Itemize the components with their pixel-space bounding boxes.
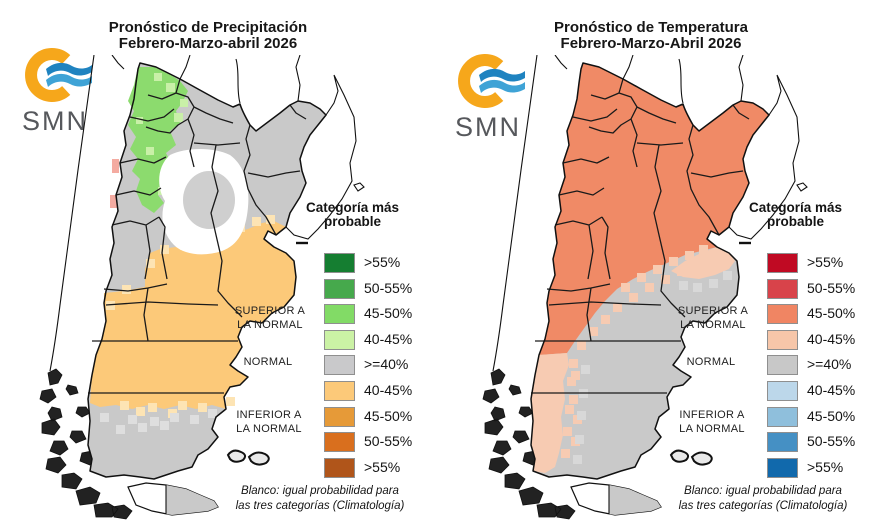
category-superior: SUPERIOR A LA NORMAL: [234, 305, 306, 331]
logo-ring-icon: [458, 54, 504, 108]
logo-wave-icon: [479, 68, 525, 82]
legend-label: 40-45%: [807, 331, 856, 347]
legend-label: >=40%: [807, 356, 852, 372]
category-inferior: INFERIOR A LA NORMAL: [679, 409, 745, 435]
logo-wave-icon: [46, 62, 92, 76]
legend-title: Categoría más probable: [305, 200, 400, 229]
legend-swatch: [324, 458, 355, 478]
legend-swatch: [767, 304, 798, 324]
region-inferior-orange: [90, 221, 296, 409]
region-light-salmon-ba: [671, 247, 735, 279]
legend-label: 40-45%: [364, 382, 413, 398]
temperature-panel: Pronóstico de Temperatura Febrero-Marzo-…: [443, 0, 886, 531]
smn-logo-graphic: SMN: [22, 48, 92, 136]
legend-label: 40-45%: [807, 382, 856, 398]
legend-label: 45-50%: [807, 305, 856, 321]
legend-swatch: [324, 355, 355, 375]
legend-item: 45-50%: [767, 304, 882, 324]
legend-label: >55%: [364, 254, 401, 270]
legend-item: 50-55%: [324, 279, 439, 299]
legend-label: >55%: [807, 459, 844, 475]
logo-text: SMN: [22, 106, 88, 134]
legend-item: >=40%: [767, 355, 882, 375]
category-inferior: INFERIOR A LA NORMAL: [236, 409, 302, 435]
legend-swatch: [767, 279, 798, 299]
category-normal: NORMAL: [686, 356, 736, 368]
legend-item: >55%: [324, 253, 439, 273]
logo-ring-icon: [25, 48, 71, 102]
legend-item: >=40%: [324, 355, 439, 375]
legend-item: 40-45%: [324, 381, 439, 401]
legend-swatch: [324, 330, 355, 350]
legend-item: 50-55%: [767, 279, 882, 299]
legend-label: >=40%: [364, 356, 409, 372]
legend-swatch: [324, 432, 355, 452]
logo-wave-icon: [46, 73, 92, 87]
smn-logo: SMN: [454, 50, 529, 145]
legend-label: 45-50%: [364, 408, 413, 424]
legend-swatch: [324, 304, 355, 324]
legend-label: 50-55%: [364, 280, 413, 296]
legend-swatch: [324, 381, 355, 401]
title-line2: Febrero-Marzo-Abril 2026: [560, 34, 742, 52]
legend-label: >55%: [364, 459, 401, 475]
legend-swatch: [767, 355, 798, 375]
legend-item: 45-50%: [324, 407, 439, 427]
legend-item: 40-45%: [767, 330, 882, 350]
category-normal: NORMAL: [243, 356, 293, 368]
region-superior-green: [128, 67, 188, 213]
climatology-footnote: Blanco: igual probabilidad para las tres…: [235, 485, 405, 512]
legend-label: 50-55%: [807, 280, 856, 296]
precipitation-panel: Pronóstico de Precipitación Febrero-Marz…: [0, 20, 439, 520]
legend-swatch: [767, 458, 798, 478]
legend-label: 40-45%: [364, 331, 413, 347]
chile-coastline: [492, 55, 538, 372]
legend-label: 50-55%: [807, 433, 856, 449]
title-line1: Pronóstico de Precipitación: [108, 19, 308, 37]
pixel-cells-pink: [110, 159, 119, 208]
pixel-cells-gray-light: [100, 409, 217, 434]
title-line1: Pronóstico de Temperatura: [554, 19, 748, 37]
category-superior: SUPERIOR A LA NORMAL: [677, 305, 749, 331]
legend-swatch: [324, 279, 355, 299]
smn-logo: SMN: [21, 44, 96, 139]
legend-item: 45-50%: [767, 407, 882, 427]
legend-swatch: [767, 253, 798, 273]
legend-swatch: [767, 330, 798, 350]
climatology-footnote: Blanco: igual probabilidad para las tres…: [678, 485, 848, 512]
logo-text: SMN: [455, 112, 521, 140]
legend-item: 40-45%: [767, 381, 882, 401]
malvinas-islands-icon: [670, 449, 713, 466]
legend-item: 40-45%: [324, 330, 439, 350]
legend-item: 45-50%: [324, 304, 439, 324]
legend-swatch: [324, 407, 355, 427]
legend-item: >55%: [767, 253, 882, 273]
smn-logo-graphic: SMN: [455, 54, 525, 142]
legend-item: 50-55%: [767, 432, 882, 452]
legend-label: 45-50%: [364, 305, 413, 321]
legend-item: >55%: [324, 458, 439, 478]
precipitation-map: [39, 55, 365, 520]
legend-swatch: [767, 407, 798, 427]
page-title: Pronóstico de Temperatura Febrero-Marzo-…: [443, 20, 859, 51]
climatology-inner-gray: [183, 171, 235, 229]
legend-swatch: [324, 253, 355, 273]
title-line2: Febrero-Marzo-abril 2026: [118, 34, 298, 52]
region-superior-salmon: [539, 63, 769, 355]
chile-coastline: [49, 55, 95, 372]
legend-label: >55%: [807, 254, 844, 270]
temperature-map: [482, 55, 808, 520]
legend-swatch: [767, 432, 798, 452]
legend-title: Categoría más probable: [748, 200, 843, 229]
legend-swatch: [767, 381, 798, 401]
legend-item: >55%: [767, 458, 882, 478]
legend-label: 50-55%: [364, 433, 413, 449]
region-light-salmon-west: [531, 353, 569, 473]
logo-wave-icon: [479, 79, 525, 93]
legend-label: 45-50%: [807, 408, 856, 424]
page-title: Pronóstico de Precipitación Febrero-Marz…: [0, 20, 416, 51]
malvinas-islands-icon: [227, 449, 270, 466]
legend-item: 50-55%: [324, 432, 439, 452]
